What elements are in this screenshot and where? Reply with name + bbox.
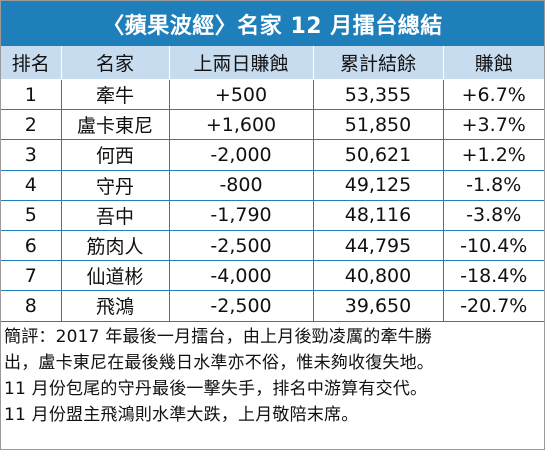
table-row: 7 仙道彬 -4,000 40,800 -18.4%	[1, 260, 544, 292]
recent-change-cell: +500	[169, 79, 314, 111]
name-cell: 筋肉人	[61, 230, 170, 262]
name-cell: 盧卡東尼	[61, 109, 170, 141]
percent-change-cell: +1.2%	[443, 139, 544, 171]
balance-cell: 53,355	[313, 79, 444, 111]
recent-change-cell: +1,600	[169, 109, 314, 141]
rank-cell: 4	[1, 170, 62, 201]
commentary: 簡評：2017 年最後一月擂台，由上月後勁凌厲的牽牛勝 出，盧卡東尼在最後幾日水…	[1, 322, 544, 428]
percent-change-cell: -18.4%	[443, 260, 544, 292]
table-row: 6 筋肉人 -2,500 44,795 -10.4%	[1, 230, 544, 262]
commentary-line: 11 月份包尾的守丹最後一擊失手，排名中游算有交代。	[4, 378, 428, 399]
rank-cell: 7	[1, 260, 62, 292]
name-cell: 牽牛	[61, 79, 170, 111]
percent-change-cell: +3.7%	[443, 109, 544, 141]
balance-cell: 40,800	[313, 260, 444, 292]
recent-change-cell: -2,500	[169, 290, 314, 322]
percent-change-cell: -3.8%	[443, 200, 544, 231]
header-name: 名家	[61, 46, 170, 80]
rank-cell: 3	[1, 139, 62, 171]
balance-cell: 51,850	[313, 109, 444, 141]
percent-change-cell: -20.7%	[443, 290, 544, 322]
commentary-line: 簡評：2017 年最後一月擂台，由上月後勁凌厲的牽牛勝	[4, 326, 433, 347]
recent-change-cell: -2,000	[169, 139, 314, 171]
recent-change-cell: -2,500	[169, 230, 314, 262]
header-balance: 累計結餘	[313, 46, 444, 80]
name-cell: 守丹	[61, 170, 170, 201]
percent-change-cell: +6.7%	[443, 79, 544, 111]
commentary-line: 11 月份盟主飛鴻則水準大跌，上月敬陪末席。	[4, 404, 359, 425]
rank-cell: 8	[1, 290, 62, 322]
balance-cell: 50,621	[313, 139, 444, 171]
table-row: 8 飛鴻 -2,500 39,650 -20.7%	[1, 290, 544, 322]
table-header: 排名 名家 上兩日賺蝕 累計結餘 賺蝕	[1, 46, 544, 80]
page-title: 〈蘋果波經〉名家 12 月擂台總結	[1, 1, 544, 46]
rank-cell: 1	[1, 79, 62, 111]
name-cell: 仙道彬	[61, 260, 170, 292]
balance-cell: 49,125	[313, 170, 444, 201]
balance-cell: 39,650	[313, 290, 444, 322]
rank-cell: 6	[1, 230, 62, 262]
ranking-table: 排名 名家 上兩日賺蝕 累計結餘 賺蝕 1 牽牛 +500 53,355 +6.…	[1, 46, 544, 322]
balance-cell: 44,795	[313, 230, 444, 262]
table-row: 2 盧卡東尼 +1,600 51,850 +3.7%	[1, 109, 544, 141]
name-cell: 飛鴻	[61, 290, 170, 322]
commentary-line: 出，盧卡東尼在最後幾日水準亦不俗，惟未夠收復失地。	[4, 352, 434, 373]
balance-cell: 48,116	[313, 200, 444, 231]
name-cell: 何西	[61, 139, 170, 171]
table-body: 1 牽牛 +500 53,355 +6.7% 2 盧卡東尼 +1,600 51,…	[1, 79, 544, 322]
header-row: 排名 名家 上兩日賺蝕 累計結餘 賺蝕	[1, 46, 544, 80]
header-change: 賺蝕	[443, 46, 544, 80]
rank-cell: 2	[1, 109, 62, 141]
header-rank: 排名	[1, 46, 62, 80]
table-row: 5 吾中 -1,790 48,116 -3.8%	[1, 200, 544, 231]
recent-change-cell: -4,000	[169, 260, 314, 292]
table-row: 3 何西 -2,000 50,621 +1.2%	[1, 139, 544, 171]
table-row: 4 守丹 -800 49,125 -1.8%	[1, 170, 544, 201]
percent-change-cell: -1.8%	[443, 170, 544, 201]
table-row: 1 牽牛 +500 53,355 +6.7%	[1, 79, 544, 111]
recent-change-cell: -800	[169, 170, 314, 201]
rank-cell: 5	[1, 200, 62, 231]
name-cell: 吾中	[61, 200, 170, 231]
header-last-two-days: 上兩日賺蝕	[169, 46, 314, 80]
percent-change-cell: -10.4%	[443, 230, 544, 262]
recent-change-cell: -1,790	[169, 200, 314, 231]
